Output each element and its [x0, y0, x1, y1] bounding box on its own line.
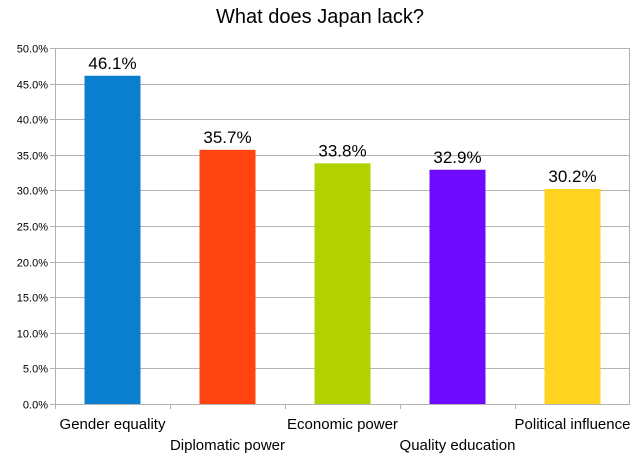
bar-diplomatic-power	[199, 149, 256, 404]
y-tick-label: 40.0%	[17, 115, 48, 127]
data-label: 33.8%	[318, 141, 366, 160]
data-label: 32.9%	[433, 148, 481, 167]
y-tick-label: 0.0%	[23, 400, 48, 412]
x-tick-label: Quality education	[400, 437, 516, 454]
y-tick-labels: 0.0% 5.0% 10.0% 15.0% 20.0% 25.0% 30.0% 35.0% 40…	[17, 44, 48, 412]
data-labels: 46.1% 35.7% 33.8% 32.9% 30.2%	[88, 54, 596, 186]
y-tick-label: 45.0%	[17, 80, 48, 92]
bars	[84, 75, 601, 404]
x-tick-label: Diplomatic power	[170, 437, 285, 454]
x-tick-label: Economic power	[287, 416, 398, 433]
bar-gender-equality	[84, 75, 141, 404]
y-tick-label: 35.0%	[17, 151, 48, 163]
y-tick-label: 30.0%	[17, 186, 48, 198]
y-tick-label: 15.0%	[17, 293, 48, 305]
y-tick-label: 25.0%	[17, 222, 48, 234]
x-tick-label: Political influence	[515, 416, 631, 433]
data-label: 46.1%	[88, 54, 136, 73]
bar-quality-education	[429, 169, 486, 404]
axes	[50, 48, 630, 409]
data-label: 35.7%	[203, 128, 251, 147]
y-tick-label: 50.0%	[17, 44, 48, 56]
y-tick-label: 5.0%	[23, 364, 48, 376]
chart-title: What does Japan lack?	[216, 6, 424, 28]
y-tick-label: 10.0%	[17, 329, 48, 341]
x-tick-label: Gender equality	[60, 416, 166, 433]
data-label: 30.2%	[548, 167, 596, 186]
y-tick-label: 20.0%	[17, 258, 48, 270]
bar-economic-power	[314, 163, 371, 404]
bar-political-influence	[544, 188, 601, 404]
